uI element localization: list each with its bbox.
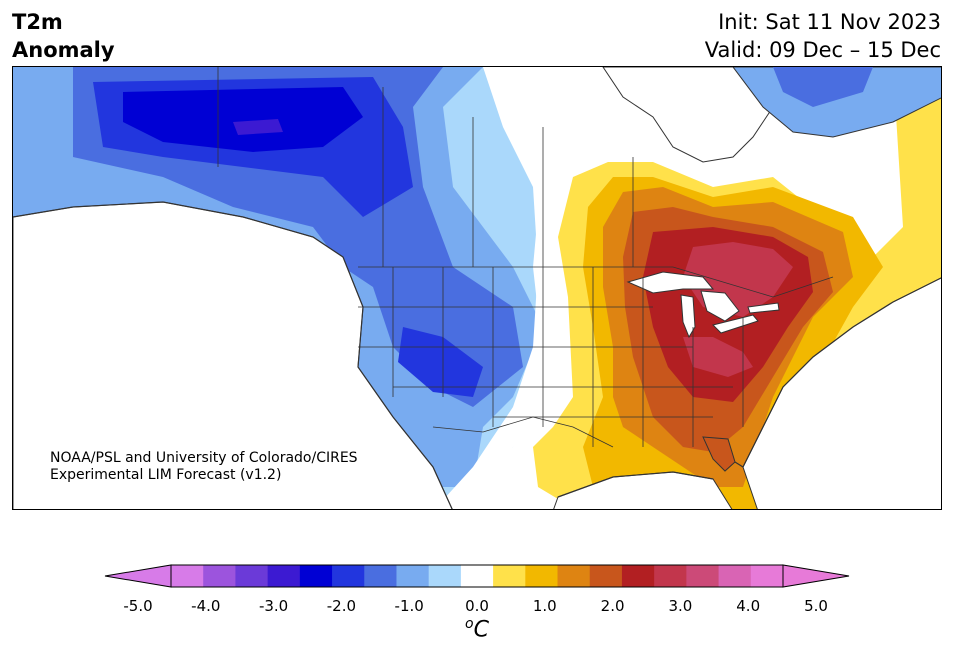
- colorbar-tick-label: -1.0: [394, 597, 424, 615]
- title-line-2: Anomaly: [12, 38, 115, 62]
- colorbar-under-arrow: [104, 564, 172, 588]
- east-coast: [734, 277, 941, 468]
- colorbar-tick-label: 5.0: [804, 597, 828, 615]
- neutral-band: [434, 67, 653, 509]
- lake-erie: [712, 314, 759, 334]
- colorbar-tick-label: 4.0: [736, 597, 761, 615]
- colorbar-tick-label: 0.0: [465, 597, 489, 615]
- anomaly-map: [13, 67, 941, 509]
- florida: [702, 436, 736, 472]
- colorbar-tick-label: 3.0: [668, 597, 693, 615]
- greenland-interior: [773, 67, 873, 107]
- colorbar-segment: [364, 565, 397, 587]
- cold-level-6: [233, 119, 283, 135]
- unit-letter: C: [473, 617, 489, 643]
- colorbar-tick-label: -2.0: [326, 597, 357, 615]
- coastlines: [13, 201, 941, 509]
- colorbar-tick-label: 1.0: [532, 597, 557, 615]
- colorbar-segment: [654, 565, 687, 587]
- title-line-1: T2m: [12, 10, 63, 34]
- colorbar-tick-label: -4.0: [191, 597, 221, 615]
- west-coast: [13, 201, 453, 509]
- lake-michigan: [680, 294, 696, 339]
- map-panel: NOAA/PSL and University of Colorado/CIRE…: [12, 66, 942, 510]
- colorbar-segment: [396, 565, 430, 587]
- lake-ontario: [747, 302, 780, 314]
- colorbar-segment: [332, 565, 365, 587]
- init-date: Init: Sat 11 Nov 2023: [718, 10, 941, 34]
- colorbar-tick-label: -5.0: [123, 597, 153, 615]
- unit-label: oC: [465, 616, 489, 642]
- colorbar-segment: [235, 565, 269, 587]
- state-borders: [217, 67, 834, 448]
- colorbar-segment: [557, 565, 591, 587]
- colorbar-over-arrow: [782, 564, 850, 588]
- colorbar-segment: [267, 565, 301, 587]
- colorbar-segment: [686, 565, 720, 587]
- colorbar-tick-label: -3.0: [258, 597, 289, 615]
- unit-degree: o: [465, 616, 474, 632]
- great-lakes: [626, 271, 780, 339]
- colorbar-segment: [460, 565, 494, 587]
- canada-us-border: [358, 266, 834, 298]
- credit-line-2: Experimental LIM Forecast (v1.2): [50, 467, 282, 483]
- colorbar-segment: [525, 565, 559, 587]
- colorbar-frame: [170, 564, 784, 588]
- colorbar-strip: [104, 564, 850, 588]
- lake-superior: [626, 271, 715, 294]
- colorbar-segment: [750, 565, 784, 587]
- colorbar-segment: [203, 565, 236, 587]
- map-title: T2m Anomaly: [12, 8, 115, 64]
- colorbar-segment: [299, 565, 333, 587]
- colorbar-segment: [428, 565, 462, 587]
- colorbar-segment: [589, 565, 623, 587]
- arctic-islands: [732, 67, 941, 138]
- credit-text: NOAA/PSL and University of Colorado/CIRE…: [50, 450, 358, 484]
- cold-level-4-southwest: [398, 327, 483, 397]
- credit-line-1: NOAA/PSL and University of Colorado/CIRE…: [50, 450, 358, 466]
- colorbar-segment: [493, 565, 526, 587]
- gulf-coast: [557, 471, 714, 498]
- colorbar-segment: [621, 565, 655, 587]
- valid-range: Valid: 09 Dec – 15 Dec: [704, 38, 941, 62]
- colorbar-tick-label: 2.0: [600, 597, 625, 615]
- forecast-dates: Init: Sat 11 Nov 2023 Valid: 09 Dec – 15…: [705, 8, 941, 64]
- colorbar: -5.0 -4.0 -3.0 -2.0 -1.0 0.0 1.0 2.0 3.0 4.0 5.0 o…: [100, 560, 854, 650]
- colorbar-segment: [718, 565, 752, 587]
- state-grid-2: [358, 306, 733, 418]
- land-white-band: [434, 67, 653, 509]
- lake-huron: [700, 290, 740, 322]
- warm-level-6-southeast: [683, 337, 753, 377]
- colorbar-segment: [171, 565, 204, 587]
- gulf-and-ocean: [13, 201, 941, 509]
- cold-level-5: [123, 87, 363, 152]
- province-grid: [382, 87, 634, 267]
